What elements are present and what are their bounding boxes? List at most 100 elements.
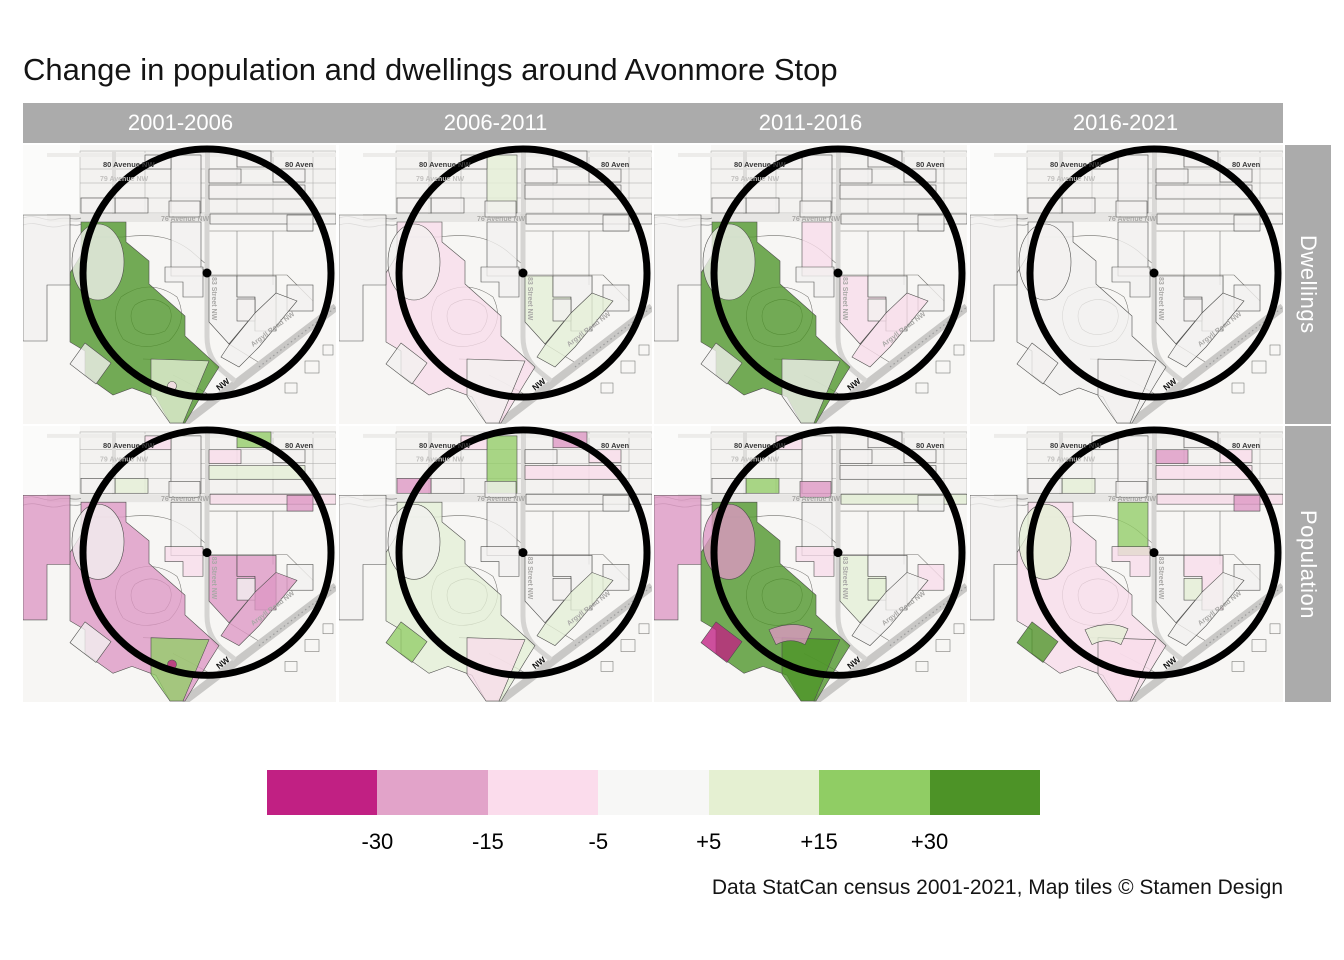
street-label-80-avenue: 80 Avenue NW — [734, 441, 786, 450]
region-grid-cell — [208, 465, 306, 480]
83-street-lower — [204, 494, 237, 662]
region-grid-cell — [1115, 481, 1148, 498]
street-label-83-street: 83 Street NW — [1157, 277, 1164, 321]
facet-label-population: Population — [1296, 509, 1321, 619]
map-panel-dwellings-2006-2011: 80 Avenue NW 80 Aven 79 Avenue NW 76 Ave… — [339, 145, 652, 424]
caption: Data StatCan census 2001-2021, Map tiles… — [711, 876, 1283, 899]
region-east-cell — [236, 298, 256, 322]
region-76ave-band — [840, 213, 967, 225]
region-nw-pocket — [702, 223, 756, 301]
region-grid-cell — [208, 184, 306, 200]
stop-marker — [1149, 548, 1159, 558]
buffer-circle — [710, 145, 966, 401]
map-panel-population-2011-2016: 80 Avenue NW 80 Aven 79 Avenue NW 76 Ave… — [654, 426, 967, 702]
legend-tick: +5 — [696, 829, 722, 854]
83-street-lower — [835, 214, 868, 383]
buffer-circle — [1026, 426, 1282, 679]
region-right-edge — [1233, 494, 1261, 512]
region-grid-cell — [114, 197, 149, 214]
region-grid-cell — [524, 449, 558, 464]
side-street — [428, 431, 432, 495]
region-76ave-band — [840, 493, 967, 505]
argyll-road — [180, 583, 336, 702]
region-grid-cell — [839, 449, 873, 464]
street-label-80-avenue-right: 80 Aven — [285, 441, 314, 450]
map-canvas: 80 Avenue NW 80 Aven 79 Avenue NW 76 Ave… — [23, 145, 336, 424]
region-grid-cell — [430, 197, 465, 214]
street-label-80-avenue: 80 Avenue NW — [1050, 441, 1102, 450]
street-label-80-avenue-right: 80 Aven — [601, 441, 630, 450]
83-street-upper — [836, 151, 841, 214]
region-grid-cell — [524, 168, 558, 184]
region-west-edge — [339, 214, 387, 342]
legend-tick: +15 — [800, 829, 838, 854]
street-label-80-avenue-right: 80 Aven — [285, 160, 314, 169]
side-street — [743, 431, 747, 495]
buffer-circle — [710, 426, 966, 679]
region-argyll-strip — [536, 572, 614, 646]
region-right-edge — [602, 214, 630, 232]
side-street — [743, 151, 747, 214]
street-label-79-avenue: 79 Avenue NW — [416, 457, 464, 464]
street-label-80-avenue: 80 Avenue NW — [419, 160, 471, 169]
region-nw-pocket — [702, 503, 756, 580]
street-label-80-avenue: 80 Avenue NW — [734, 160, 786, 169]
buffer-circle — [79, 145, 335, 401]
legend-tick: -30 — [361, 829, 394, 854]
street-label-83-street: 83 Street NW — [210, 557, 217, 600]
census-regions — [654, 150, 967, 424]
map-panel-population-2016-2021: 80 Avenue NW 80 Aven 79 Avenue NW 76 Ave… — [970, 426, 1283, 702]
street-label-79-avenue: 79 Avenue NW — [416, 176, 464, 183]
legend-tick-labels: -30 -15 -5 +5 +15 +30 — [267, 815, 1040, 854]
legend-segment-minus30 — [267, 770, 378, 815]
region-right-edge — [602, 494, 630, 512]
region-sw-block — [385, 621, 428, 663]
map-canvas: 80 Avenue NW 80 Aven 79 Avenue NW 76 Ave… — [970, 426, 1283, 702]
facet-label-dwellings: Dwellings — [1296, 235, 1321, 334]
region-argyll-strip — [220, 572, 298, 646]
map-margin — [339, 426, 396, 498]
region-sw-block — [1016, 342, 1059, 385]
83-street-lower — [520, 214, 553, 383]
region-76ave-band — [525, 213, 652, 225]
region-west-edge — [970, 214, 1018, 342]
legend-segment-minus5 — [487, 770, 599, 815]
facet-label-2006-2011: 2006-2011 — [443, 110, 548, 135]
region-grid-cell — [839, 465, 937, 480]
region-grid-cell — [114, 478, 149, 494]
legend-segment-plus30 — [929, 770, 1040, 815]
street-label-76-avenue: 76 Avenue NW — [1108, 216, 1156, 223]
map-panel-dwellings-2011-2016: 80 Avenue NW 80 Aven 79 Avenue NW 76 Ave… — [654, 145, 967, 424]
region-nw-pocket — [1018, 223, 1072, 301]
street-label-76-avenue: 76 Avenue NW — [477, 496, 525, 503]
region-grid-cell — [1061, 478, 1096, 494]
map-margin — [970, 426, 1027, 498]
map-panel-dwellings-2001-2006: 80 Avenue NW 80 Aven 79 Avenue NW 76 Ave… — [23, 145, 336, 424]
region-grid-cell — [799, 200, 832, 218]
83-street-upper — [1152, 151, 1157, 214]
region-west-edge — [970, 494, 1018, 621]
region-76ave-band — [1156, 213, 1283, 225]
street-label-83-street: 83 Street NW — [841, 277, 848, 321]
region-west-edge — [339, 494, 387, 621]
region-76ave-band — [1156, 493, 1283, 505]
stop-marker — [202, 268, 212, 278]
map-panel-population-2001-2006: 80 Avenue NW 80 Aven 79 Avenue NW 76 Ave… — [23, 426, 336, 702]
region-grid-cell — [168, 200, 201, 218]
region-76ave-band — [209, 213, 336, 225]
76-avenue-road — [678, 494, 967, 503]
map-canvas: 80 Avenue NW 80 Aven 79 Avenue NW 76 Ave… — [970, 145, 1283, 424]
street-label-80-avenue-right: 80 Aven — [601, 160, 630, 169]
region-argyll-strip — [1167, 292, 1245, 368]
region-center-block — [480, 546, 520, 577]
region-grid-cell — [839, 184, 937, 200]
legend-tick: -15 — [471, 829, 504, 854]
argyll-road — [811, 583, 967, 702]
street-label-80-avenue-right: 80 Aven — [1232, 160, 1261, 169]
76-avenue-road — [994, 494, 1283, 503]
region-center-block — [480, 266, 520, 298]
region-right-edge — [917, 214, 945, 232]
street-label-80-avenue: 80 Avenue NW — [1050, 160, 1102, 169]
83-street-upper — [521, 431, 526, 495]
legend-tick: +30 — [910, 829, 949, 854]
